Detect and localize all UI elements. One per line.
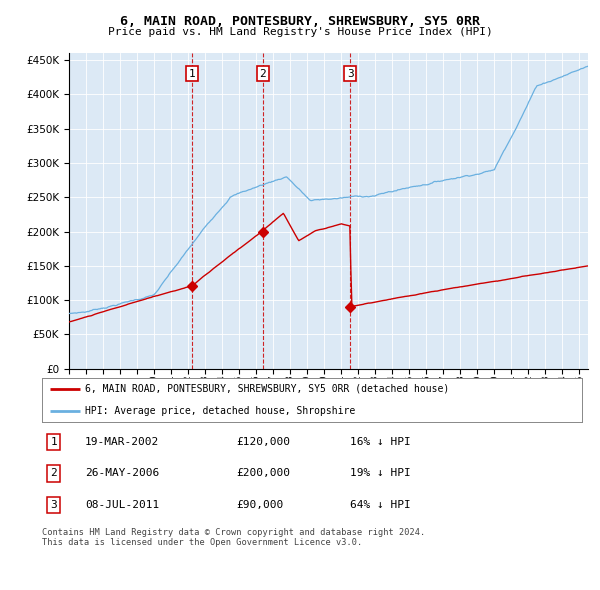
- Text: HPI: Average price, detached house, Shropshire: HPI: Average price, detached house, Shro…: [85, 406, 355, 416]
- Text: £120,000: £120,000: [236, 437, 290, 447]
- Text: 16% ↓ HPI: 16% ↓ HPI: [350, 437, 410, 447]
- Text: 1: 1: [50, 437, 57, 447]
- Text: 2: 2: [50, 468, 57, 478]
- Text: 26-MAY-2006: 26-MAY-2006: [85, 468, 160, 478]
- Text: 6, MAIN ROAD, PONTESBURY, SHREWSBURY, SY5 0RR (detached house): 6, MAIN ROAD, PONTESBURY, SHREWSBURY, SY…: [85, 384, 449, 394]
- Text: £200,000: £200,000: [236, 468, 290, 478]
- Text: 19% ↓ HPI: 19% ↓ HPI: [350, 468, 410, 478]
- Text: 1: 1: [188, 68, 195, 78]
- Text: 2: 2: [260, 68, 266, 78]
- Text: 64% ↓ HPI: 64% ↓ HPI: [350, 500, 410, 510]
- Text: 3: 3: [50, 500, 57, 510]
- Text: 3: 3: [347, 68, 353, 78]
- Text: Contains HM Land Registry data © Crown copyright and database right 2024.
This d: Contains HM Land Registry data © Crown c…: [42, 528, 425, 548]
- Text: 19-MAR-2002: 19-MAR-2002: [85, 437, 160, 447]
- Text: Price paid vs. HM Land Registry's House Price Index (HPI): Price paid vs. HM Land Registry's House …: [107, 27, 493, 37]
- Text: £90,000: £90,000: [236, 500, 284, 510]
- Text: 08-JUL-2011: 08-JUL-2011: [85, 500, 160, 510]
- Text: 6, MAIN ROAD, PONTESBURY, SHREWSBURY, SY5 0RR: 6, MAIN ROAD, PONTESBURY, SHREWSBURY, SY…: [120, 15, 480, 28]
